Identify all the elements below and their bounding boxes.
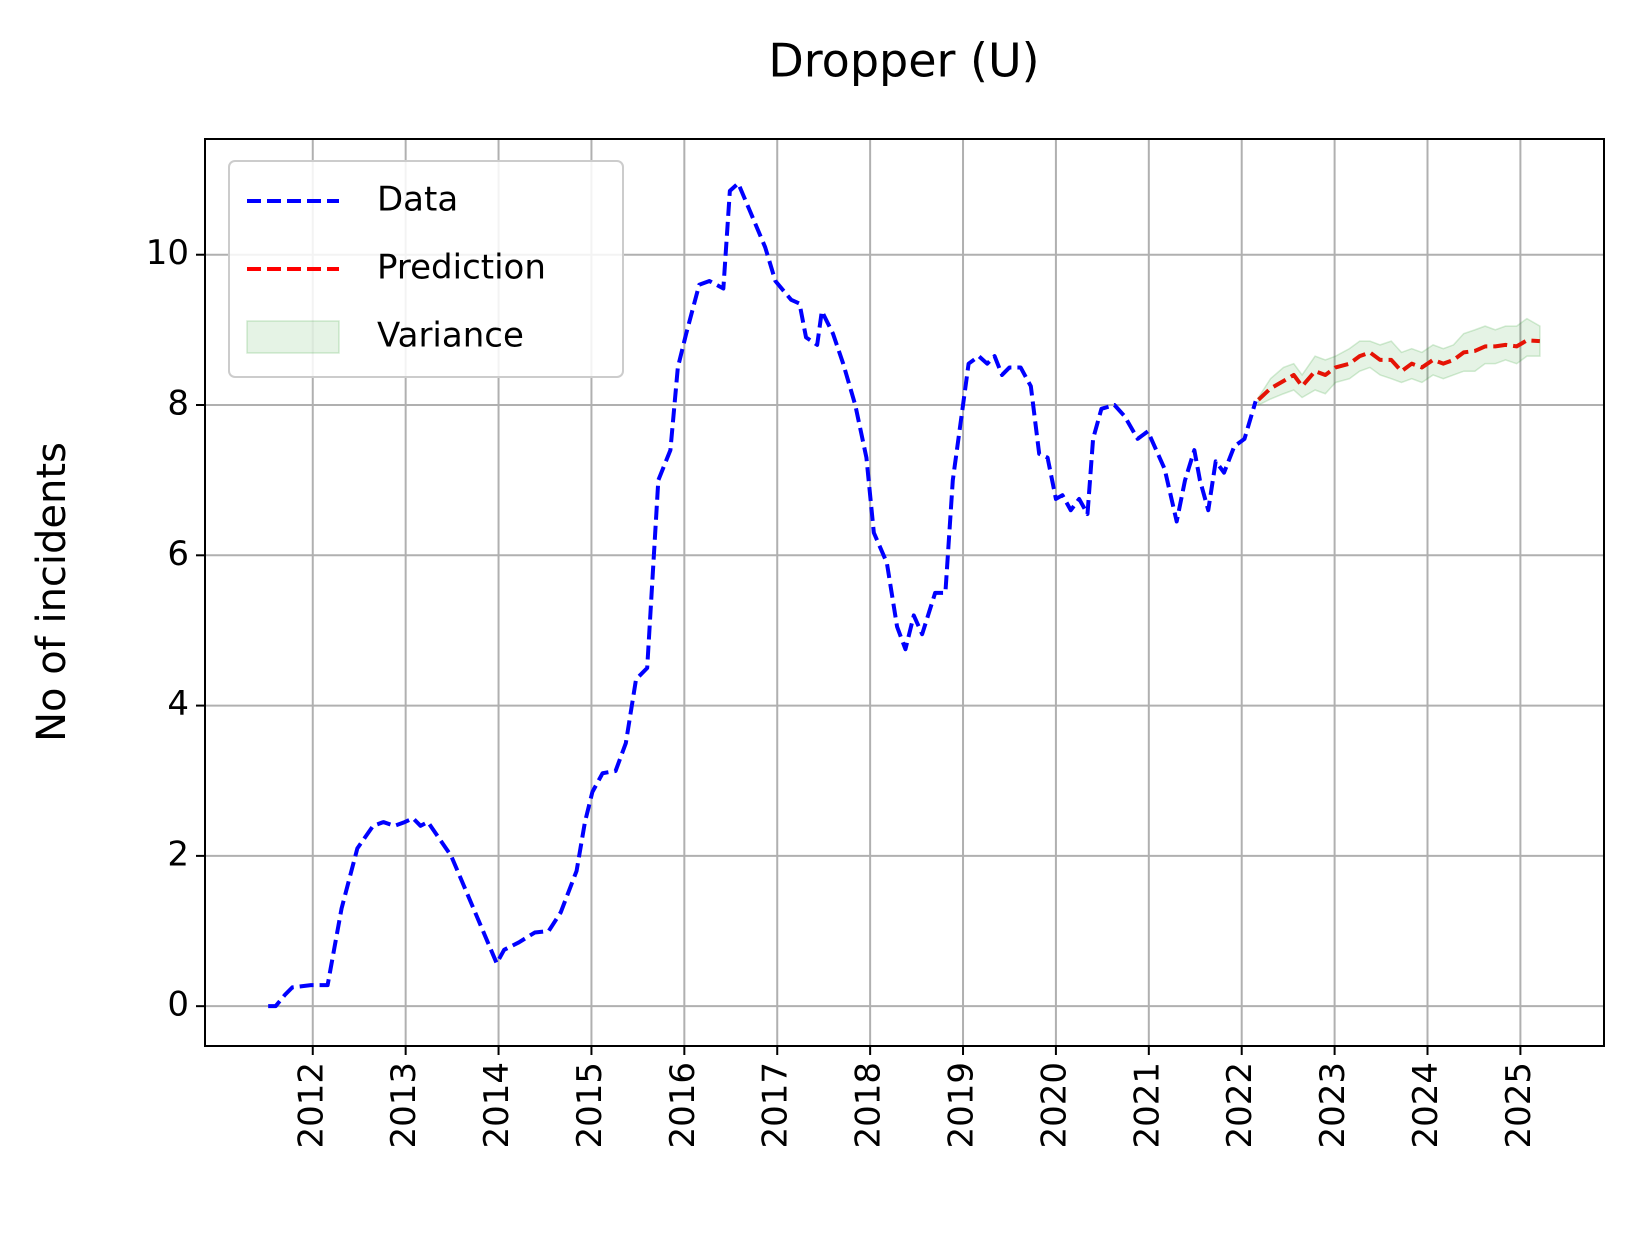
y-axis-label: No of incidents (29, 442, 75, 742)
chart-title: Dropper (U) (768, 34, 1039, 88)
legend-label: Variance (377, 316, 524, 356)
y-tick-label: 6 (167, 534, 189, 574)
y-tick-label: 8 (167, 384, 189, 424)
y-tick-label: 10 (146, 233, 189, 273)
legend-label: Prediction (377, 248, 546, 288)
y-tick-label: 2 (167, 834, 189, 874)
y-tick-label: 0 (167, 985, 189, 1025)
x-tick-label: 2018 (849, 1062, 889, 1149)
plot-frame (204, 138, 1605, 1047)
x-tick-label: 2021 (1127, 1062, 1167, 1149)
x-tick-label: 2014 (477, 1062, 517, 1149)
legend-label: Data (377, 180, 458, 220)
x-tick-label: 2019 (942, 1062, 982, 1149)
legend-box (228, 160, 624, 378)
x-tick-label: 2025 (1499, 1062, 1539, 1149)
x-tick-label: 2015 (570, 1062, 610, 1149)
data-line (1257, 338, 1541, 402)
x-tick-label: 2022 (1220, 1062, 1260, 1149)
x-tick-label: 2012 (291, 1062, 331, 1149)
x-tick-label: 2013 (384, 1062, 424, 1149)
x-tick-label: 2017 (756, 1062, 796, 1149)
data-line (268, 181, 1258, 1009)
x-tick-label: 2020 (1034, 1062, 1074, 1149)
x-tick-label: 2023 (1313, 1062, 1353, 1149)
y-tick-label: 4 (167, 684, 189, 724)
x-tick-label: 2016 (663, 1062, 703, 1149)
variance-band (1257, 317, 1541, 407)
legend-swatch (246, 320, 340, 354)
x-tick-label: 2024 (1406, 1062, 1446, 1149)
